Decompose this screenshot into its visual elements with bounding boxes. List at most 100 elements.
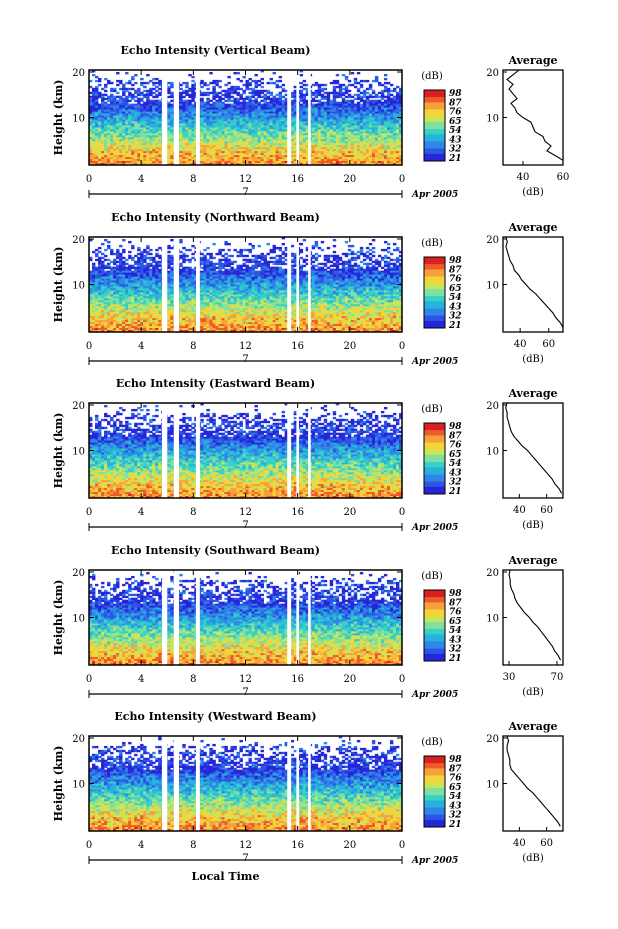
heatmap-cell bbox=[384, 82, 387, 84]
heatmap-cell bbox=[116, 80, 119, 82]
heatmap-cell bbox=[324, 88, 327, 90]
heatmap-cell bbox=[152, 88, 155, 90]
heatmap-cell bbox=[375, 80, 378, 82]
heatmap-cell bbox=[291, 261, 294, 263]
heatmap-cell bbox=[303, 80, 306, 82]
heatmap-cell bbox=[381, 98, 384, 100]
heatmap-cell bbox=[116, 257, 119, 259]
heatmap-cell bbox=[95, 255, 98, 257]
heatmap-cell bbox=[360, 253, 363, 255]
heatmap-cell bbox=[345, 92, 348, 94]
heatmap-cell bbox=[230, 255, 233, 257]
heatmap-cell bbox=[390, 263, 393, 265]
heatmap-cell bbox=[372, 261, 375, 263]
heatmap-cell bbox=[252, 247, 255, 249]
heatmap-cell bbox=[393, 90, 396, 92]
heatmap-cell bbox=[282, 257, 285, 259]
heatmap-cell bbox=[354, 259, 357, 261]
colorbar-unit: (dB) bbox=[421, 71, 443, 82]
heatmap-cell bbox=[300, 74, 303, 76]
heatmap bbox=[89, 70, 402, 165]
heatmap-cell bbox=[303, 84, 306, 86]
heatmap-cell bbox=[318, 94, 321, 96]
heatmap-cell bbox=[221, 90, 224, 92]
heatmap-cell bbox=[212, 98, 215, 100]
heatmap-cell bbox=[101, 88, 104, 90]
heatmap-cell bbox=[230, 92, 233, 94]
heatmap-cell bbox=[92, 251, 95, 253]
heatmap-cell bbox=[131, 259, 134, 261]
heatmap-cell bbox=[134, 100, 137, 102]
heatmap-cell bbox=[303, 261, 306, 263]
heatmap-cell bbox=[249, 88, 252, 90]
heatmap-cell bbox=[215, 253, 218, 255]
heatmap-cell bbox=[348, 80, 351, 82]
heatmap-cell bbox=[264, 90, 267, 92]
heatmap-cell bbox=[188, 261, 191, 263]
y-tick-label: 20 bbox=[72, 68, 85, 79]
heatmap-cell bbox=[185, 255, 188, 257]
data-gap bbox=[162, 70, 167, 165]
heatmap-cell bbox=[206, 84, 209, 86]
heatmap-cell bbox=[239, 80, 242, 82]
heatmap-cell bbox=[146, 247, 149, 249]
heatmap-cell bbox=[104, 90, 107, 92]
heatmap-cell bbox=[107, 100, 110, 102]
heatmap-cell bbox=[354, 265, 357, 267]
heatmap-cell bbox=[393, 259, 396, 261]
heatmap-cell bbox=[261, 96, 264, 98]
heatmap-cell bbox=[390, 84, 393, 86]
heatmap-cell bbox=[372, 96, 375, 98]
heatmap-cell bbox=[218, 86, 221, 88]
heatmap-cell bbox=[291, 255, 294, 257]
heatmap-cell bbox=[312, 247, 315, 249]
heatmap-cell bbox=[140, 78, 143, 80]
heatmap-cell bbox=[149, 253, 152, 255]
heatmap-cell bbox=[387, 243, 390, 245]
heatmap-cell bbox=[384, 257, 387, 259]
heatmap-cell bbox=[249, 243, 252, 245]
heatmap-cell bbox=[101, 243, 104, 245]
heatmap-cell bbox=[107, 259, 110, 261]
heatmap-cell bbox=[104, 78, 107, 80]
heatmap-cell bbox=[270, 257, 273, 259]
heatmap-cell bbox=[354, 86, 357, 88]
heatmap-cell bbox=[122, 251, 125, 253]
heatmap-cell bbox=[336, 86, 339, 88]
heatmap-cell bbox=[212, 257, 215, 259]
heatmap-cell bbox=[258, 257, 261, 259]
heatmap-cell bbox=[276, 86, 279, 88]
heatmap-cell bbox=[137, 249, 140, 251]
heatmap-cell bbox=[279, 249, 282, 251]
heatmap-cell bbox=[134, 255, 137, 257]
heatmap-cell bbox=[270, 94, 273, 96]
heatmap-cell bbox=[104, 94, 107, 96]
heatmap-cell bbox=[170, 263, 173, 265]
heatmap-cell bbox=[149, 265, 152, 267]
heatmap-cell bbox=[242, 265, 245, 267]
heatmap-cell bbox=[104, 239, 107, 241]
heatmap-cell bbox=[258, 265, 261, 267]
heatmap-cell bbox=[282, 253, 285, 255]
heatmap-cell bbox=[233, 249, 236, 251]
heatmap-cell bbox=[221, 255, 224, 257]
heatmap-cell bbox=[227, 243, 230, 245]
heatmap-cell bbox=[384, 90, 387, 92]
heatmap-cell bbox=[227, 265, 230, 267]
heatmap-cell bbox=[227, 255, 230, 257]
heatmap-cell bbox=[348, 96, 351, 98]
heatmap-cell bbox=[179, 251, 182, 253]
heatmap-cell bbox=[104, 259, 107, 261]
heatmap-cell bbox=[273, 251, 276, 253]
heatmap-cell bbox=[261, 82, 264, 84]
heatmap-cell bbox=[179, 241, 182, 243]
heatmap-cell bbox=[381, 267, 384, 269]
heatmap-cell bbox=[276, 247, 279, 249]
heatmap-cell bbox=[366, 257, 369, 259]
heatmap-cell bbox=[333, 82, 336, 84]
heatmap-cell bbox=[369, 259, 372, 261]
heatmap-cell bbox=[339, 263, 342, 265]
heatmap-cell bbox=[119, 245, 122, 247]
profile-x-tick-label: 40 bbox=[517, 172, 530, 183]
heatmap-cell bbox=[98, 251, 101, 253]
